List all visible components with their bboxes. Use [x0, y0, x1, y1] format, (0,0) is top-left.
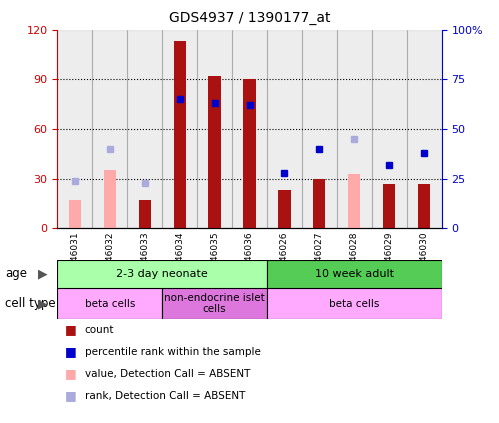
Bar	[267, 260, 442, 288]
Bar	[372, 30, 407, 228]
Bar	[267, 288, 442, 319]
Bar	[104, 170, 116, 228]
Bar	[383, 184, 395, 228]
Bar	[57, 260, 267, 288]
Bar	[302, 30, 337, 228]
Text: ■: ■	[65, 324, 77, 336]
Bar	[162, 30, 197, 228]
Bar	[418, 184, 430, 228]
Text: ▶: ▶	[37, 267, 47, 280]
Text: 2-3 day neonate: 2-3 day neonate	[116, 269, 208, 279]
Bar	[174, 41, 186, 228]
Text: beta cells: beta cells	[85, 299, 135, 308]
Bar	[197, 30, 232, 228]
Bar	[57, 288, 162, 319]
Bar	[337, 30, 372, 228]
Text: value, Detection Call = ABSENT: value, Detection Call = ABSENT	[85, 369, 250, 379]
Text: age: age	[5, 267, 27, 280]
Text: beta cells: beta cells	[329, 299, 379, 308]
Bar	[57, 30, 92, 228]
Bar	[69, 200, 81, 228]
Text: ■: ■	[65, 368, 77, 380]
Bar	[127, 30, 162, 228]
Bar	[348, 174, 360, 228]
Text: ▶: ▶	[37, 297, 47, 310]
Text: 10 week adult: 10 week adult	[315, 269, 394, 279]
Bar	[209, 76, 221, 228]
Text: rank, Detection Call = ABSENT: rank, Detection Call = ABSENT	[85, 391, 245, 401]
Text: ■: ■	[65, 346, 77, 358]
Bar	[92, 30, 127, 228]
Text: GDS4937 / 1390177_at: GDS4937 / 1390177_at	[169, 11, 330, 25]
Bar	[244, 80, 255, 228]
Bar	[407, 30, 442, 228]
Text: percentile rank within the sample: percentile rank within the sample	[85, 347, 260, 357]
Bar	[278, 190, 290, 228]
Text: count: count	[85, 325, 114, 335]
Bar	[232, 30, 267, 228]
Text: non-endocrine islet
cells: non-endocrine islet cells	[164, 293, 265, 314]
Text: cell type: cell type	[5, 297, 55, 310]
Bar	[267, 30, 302, 228]
Bar	[162, 288, 267, 319]
Bar	[313, 179, 325, 228]
Text: ■: ■	[65, 390, 77, 402]
Bar	[139, 200, 151, 228]
